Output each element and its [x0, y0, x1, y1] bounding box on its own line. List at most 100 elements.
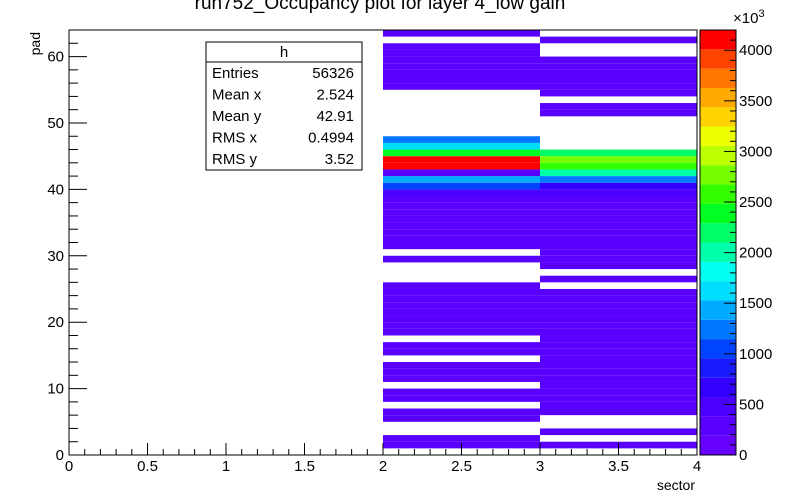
- heatmap-cell: [383, 348, 540, 356]
- heatmap-cell: [540, 322, 697, 329]
- heatmap-cell: [540, 388, 697, 396]
- heatmap-cell: [540, 176, 697, 183]
- heatmap-cell: [383, 49, 540, 57]
- palette-swatch: [700, 397, 736, 417]
- heatmap-cell: [540, 83, 697, 90]
- heatmap-cell: [383, 215, 540, 223]
- heatmap-cell: [383, 209, 540, 216]
- palette-swatch: [700, 261, 736, 282]
- x-tick-label: 1: [222, 458, 230, 475]
- heatmap-cell: [383, 315, 540, 323]
- stats-box-frame: [205, 41, 363, 171]
- x-tick-label: 0.5: [137, 458, 158, 475]
- z-axis-exponent: ×103: [733, 8, 765, 27]
- stats-label: RMS x: [212, 130, 258, 147]
- heatmap-cell: [383, 202, 540, 210]
- palette-swatch: [700, 319, 736, 340]
- heatmap-cell: [540, 103, 697, 110]
- heatmap-cell: [383, 395, 540, 402]
- heatmap-cell: [540, 222, 697, 230]
- heatmap-cell: [383, 30, 540, 37]
- heatmap-cell: [383, 255, 540, 263]
- heatmap-cell: [383, 415, 540, 422]
- heatmap-cell: [540, 408, 697, 416]
- heatmap-cell: [383, 375, 540, 382]
- heatmap-cell: [540, 381, 697, 389]
- palette-swatch: [700, 107, 736, 127]
- heatmap-cell: [540, 342, 697, 349]
- heatmap-cell: [383, 176, 540, 183]
- heatmap-cell: [540, 235, 697, 243]
- heatmap-cell: [540, 355, 697, 363]
- stats-box: h Entries 56326 Mean x 2.524 Mean y 42.91 RMS …: [205, 41, 363, 171]
- y-tick-label: 30: [47, 248, 64, 265]
- palette-swatch: [700, 184, 736, 204]
- palette-swatch: [700, 203, 736, 224]
- palette-swatch: [700, 242, 736, 262]
- heatmap-cell: [540, 156, 697, 163]
- heatmap-cell: [540, 368, 697, 376]
- palette-swatch: [700, 377, 736, 398]
- heatmap-cell: [383, 83, 540, 90]
- heatmap-cell: [540, 375, 697, 382]
- heatmap-cell: [540, 401, 697, 409]
- heatmap-cell: [540, 395, 697, 402]
- heatmap-cell: [540, 335, 697, 343]
- heatmap-cell: [540, 162, 697, 170]
- z-exponent-power: 3: [758, 8, 764, 20]
- heatmap-cell: [383, 322, 540, 329]
- heatmap-cell: [540, 63, 697, 70]
- y-tick-label: 0: [56, 447, 64, 464]
- heatmap-cell: [383, 136, 540, 143]
- heatmap-cell: [540, 215, 697, 223]
- heatmap-cell: [540, 428, 697, 436]
- heatmap-cell: [540, 295, 697, 303]
- color-palette: [699, 29, 737, 456]
- x-tick-label: 3: [536, 458, 544, 475]
- heatmap-cell: [383, 388, 540, 396]
- y-axis-title: pad: [27, 32, 43, 55]
- heatmap-cell: [383, 69, 540, 77]
- x-tick-label: 4: [693, 458, 701, 475]
- heatmap-cell: [540, 149, 697, 157]
- heatmap-cell: [540, 109, 697, 117]
- x-axis: 0 0.5 1 1.5 2 2.5 3 3.5 4: [65, 443, 701, 475]
- palette-swatch: [700, 165, 736, 185]
- z-axis: 0 500 1000 1500 2000 2500 3000 3500 4000: [724, 39, 772, 464]
- stats-rows: Entries 56326 Mean x 2.524 Mean y 42.91 RMS x 0…: [212, 65, 354, 168]
- stats-value: 42.91: [316, 108, 354, 125]
- stats-value: 3.52: [325, 151, 354, 168]
- z-tick-label: 2000: [739, 245, 772, 262]
- x-tick-label: 3.5: [608, 458, 629, 475]
- palette-swatch: [700, 126, 736, 146]
- palette-swatch: [700, 300, 736, 320]
- z-tick-label: 4000: [739, 42, 772, 59]
- heatmap-cell: [383, 229, 540, 236]
- heatmap-cell: [540, 328, 697, 336]
- heatmap-cell: [540, 229, 697, 236]
- heatmap-cell: [383, 295, 540, 303]
- heatmap-cell: [540, 76, 697, 84]
- heatmap-cell: [540, 36, 697, 44]
- x-tick-label: 2: [379, 458, 387, 475]
- stats-label: RMS y: [212, 151, 258, 168]
- heatmap-cell: [383, 56, 540, 64]
- heatmap-cell: [540, 196, 697, 203]
- palette-swatch: [700, 68, 736, 88]
- heatmap-cell: [383, 63, 540, 70]
- stats-value: 2.524: [316, 86, 354, 103]
- z-tick-label: 2500: [739, 194, 772, 211]
- heatmap-cell: [383, 408, 540, 416]
- heatmap-cell: [383, 76, 540, 84]
- heatmap-cell: [540, 209, 697, 216]
- heatmap-cells: [383, 30, 697, 449]
- heatmap-cell: [540, 202, 697, 210]
- chart-title: run752_Occupancy plot for layer 4_low ga…: [195, 0, 566, 14]
- stats-value: 0.4994: [308, 130, 354, 147]
- heatmap-cell: [540, 56, 697, 64]
- z-tick-label: 1500: [739, 295, 772, 312]
- palette-swatch: [700, 416, 736, 436]
- heatmap-cell: [383, 288, 540, 296]
- heatmap-cell: [383, 149, 540, 157]
